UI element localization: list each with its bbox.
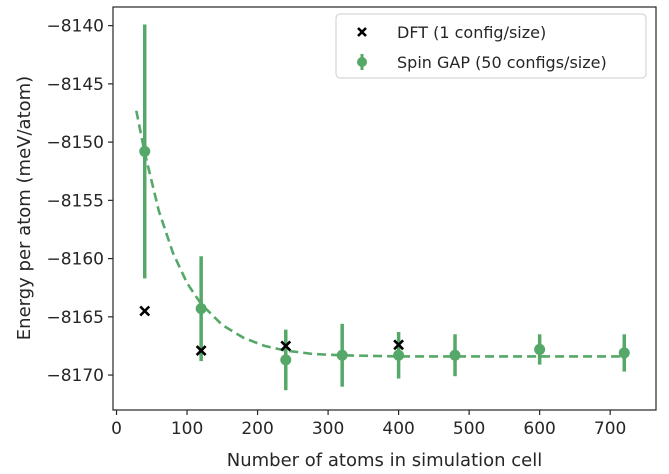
y-tick-label: −8165 xyxy=(46,308,104,328)
spin-gap-series xyxy=(139,145,630,366)
fit-curve-layer xyxy=(135,110,625,358)
x-axis-ticks: 0 100 200 300 400 500 600 700 xyxy=(111,410,626,439)
x-tick-label: 300 xyxy=(312,419,344,439)
dft-point xyxy=(393,339,405,351)
y-axis-ticks: −8170 −8165 −8160 −8155 −8150 −8145 −8140 xyxy=(46,17,113,386)
x-tick-label: 0 xyxy=(111,419,122,439)
legend-gap-label: Spin GAP (50 configs/size) xyxy=(397,53,607,72)
x-tick-label: 100 xyxy=(171,419,203,439)
legend: DFT (1 config/size) Spin GAP (50 configs… xyxy=(335,13,647,79)
y-axis-label: Energy per atom (meV/atom) xyxy=(14,76,35,340)
dft-series xyxy=(139,305,405,357)
legend-dft-marker-icon xyxy=(357,27,367,37)
x-tick-label: 700 xyxy=(594,419,626,439)
x-tick-label: 600 xyxy=(523,419,555,439)
y-tick-label: −8150 xyxy=(46,133,104,153)
gap-point xyxy=(449,349,461,361)
gap-point xyxy=(280,354,292,366)
legend-gap-marker-icon xyxy=(357,54,367,70)
gap-point xyxy=(534,343,546,355)
y-tick-label: −8170 xyxy=(46,366,104,386)
fit-curve xyxy=(135,110,625,358)
gap-point xyxy=(195,303,207,315)
y-tick-label: −8140 xyxy=(46,17,104,37)
x-tick-label: 500 xyxy=(453,419,485,439)
dft-point xyxy=(280,340,292,352)
gap-point xyxy=(336,349,348,361)
gap-point xyxy=(618,347,630,359)
y-tick-label: −8145 xyxy=(46,75,104,95)
x-axis-label: Number of atoms in simulation cell xyxy=(227,450,543,471)
legend-dft-label: DFT (1 config/size) xyxy=(397,23,546,42)
gap-point xyxy=(139,145,151,157)
dft-point xyxy=(139,305,151,317)
dft-point xyxy=(195,345,207,357)
gap-point xyxy=(393,349,405,361)
y-tick-label: −8155 xyxy=(46,191,104,211)
x-tick-label: 400 xyxy=(382,419,414,439)
y-tick-label: −8160 xyxy=(46,250,104,270)
legend-box xyxy=(335,13,647,79)
x-tick-label: 200 xyxy=(241,419,273,439)
